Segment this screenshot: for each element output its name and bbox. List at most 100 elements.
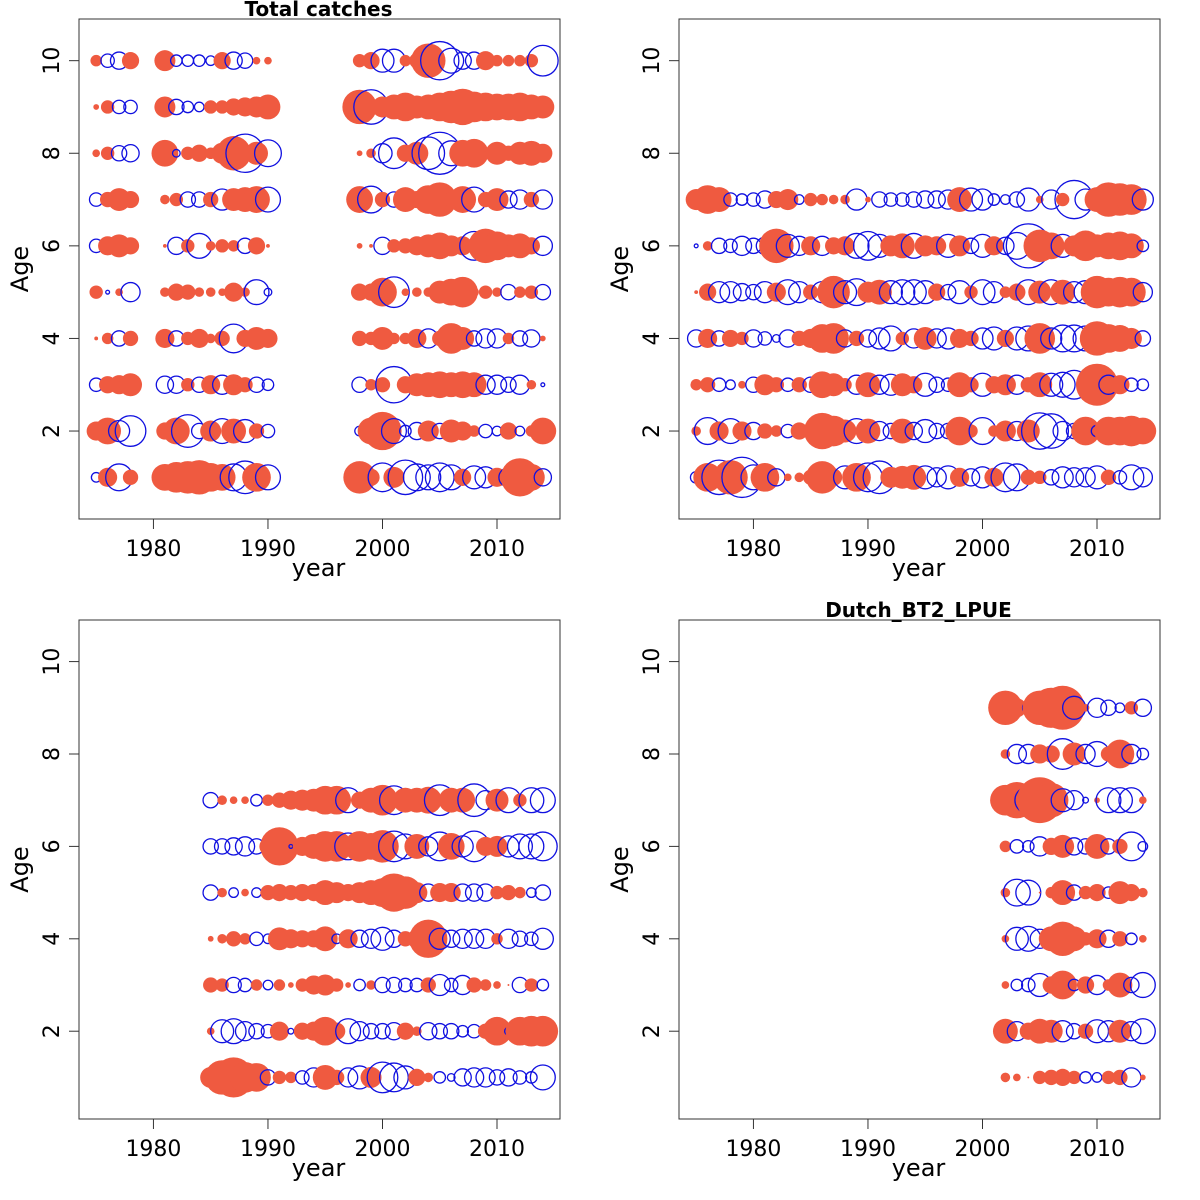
- bubble-positive: [121, 190, 140, 209]
- bubble-positive: [738, 380, 746, 389]
- bubble-negative: [926, 328, 947, 349]
- bubble-negative: [181, 100, 195, 114]
- bubble-negative: [475, 1067, 496, 1088]
- bubble-negative: [1133, 698, 1153, 718]
- bubble-negative: [351, 376, 368, 394]
- bubble-negative: [1124, 932, 1138, 946]
- bubble-positive: [409, 919, 448, 958]
- bubble-negative: [969, 279, 996, 306]
- bubble-negative: [1121, 1021, 1142, 1042]
- bubble-positive: [374, 191, 391, 208]
- bubble-negative: [869, 420, 890, 442]
- bubble-negative: [261, 378, 275, 392]
- bubble-positive: [475, 51, 496, 71]
- bubble-positive: [312, 1064, 338, 1090]
- x-tick-label: 1980: [125, 1137, 181, 1162]
- bubble-positive: [356, 242, 363, 249]
- bubble-positive: [693, 462, 722, 492]
- bubble-positive: [517, 463, 545, 491]
- bubble-negative: [202, 884, 220, 901]
- bubble-positive: [486, 835, 508, 857]
- bubble-positive: [1000, 887, 1011, 898]
- bubble-positive: [314, 974, 336, 996]
- bubble-negative: [725, 379, 736, 391]
- bubble-negative: [1006, 743, 1028, 765]
- bubble-negative: [224, 837, 243, 856]
- bubble-negative: [1079, 1071, 1092, 1084]
- bubble-positive: [783, 473, 792, 482]
- bubble-negative: [1121, 743, 1142, 765]
- bubble-positive: [1112, 1069, 1128, 1086]
- bubble-positive: [181, 146, 195, 160]
- bubble-negative: [224, 51, 243, 70]
- bubble-negative: [110, 144, 128, 162]
- bubble-negative: [1015, 879, 1042, 906]
- bubble-negative: [475, 328, 496, 349]
- bubble-negative: [499, 190, 518, 209]
- bubble-negative: [1063, 467, 1085, 488]
- bubble-positive: [383, 466, 405, 488]
- bubble-negative: [1129, 971, 1156, 999]
- bubble-negative: [428, 973, 451, 997]
- bubble-positive: [453, 421, 473, 441]
- bubble-positive: [1116, 184, 1147, 215]
- bubble-positive: [245, 141, 268, 165]
- bubble-positive: [490, 885, 504, 900]
- bubble-negative: [1020, 977, 1036, 993]
- bubble-positive: [524, 285, 539, 299]
- bubble-negative: [179, 191, 197, 208]
- bubble-positive: [950, 328, 970, 349]
- bubble-negative: [775, 233, 800, 258]
- bubble-negative: [262, 979, 274, 991]
- bubble-positive: [466, 977, 482, 993]
- bubble-positive: [533, 143, 553, 163]
- bubble-negative: [499, 1068, 518, 1087]
- bubble-positive: [803, 284, 819, 300]
- bubble-positive: [239, 933, 251, 945]
- bubble-negative: [254, 186, 282, 213]
- bubble-positive: [721, 329, 740, 348]
- bubble-negative: [374, 976, 391, 994]
- bubble-negative: [1112, 469, 1128, 485]
- bubble-positive: [272, 1070, 287, 1085]
- bubble-positive: [269, 1021, 289, 1041]
- bubble-negative: [441, 929, 461, 949]
- x-tick-label: 1990: [840, 1137, 896, 1162]
- bubble-positive: [1110, 375, 1130, 395]
- bubble-positive: [189, 328, 209, 349]
- bubble-positive: [691, 426, 701, 436]
- bubble-positive: [204, 100, 218, 114]
- bubble-negative: [534, 884, 552, 901]
- bubble-negative: [263, 287, 273, 297]
- bubble-negative: [731, 235, 753, 257]
- bubble-negative: [243, 279, 270, 306]
- x-axis-label: year: [292, 1154, 346, 1182]
- bubble-positive: [408, 1068, 426, 1087]
- bubble-positive: [1054, 1068, 1072, 1087]
- bubble-positive: [329, 978, 344, 992]
- bubble-positive: [523, 191, 540, 208]
- y-tick-label: 2: [640, 1024, 665, 1038]
- bubble-negative: [1123, 976, 1140, 994]
- bubble-negative: [971, 327, 994, 350]
- bubble-positive: [1071, 416, 1100, 446]
- bubble-positive: [366, 830, 399, 863]
- bubble-positive: [469, 287, 479, 297]
- bubble-positive: [840, 194, 850, 205]
- bubble-positive: [999, 840, 1012, 853]
- bubble-positive: [363, 411, 402, 451]
- bubble-positive: [264, 56, 272, 65]
- bubble-positive: [790, 422, 808, 440]
- bubble-positive: [1007, 698, 1027, 718]
- bubble-positive: [895, 331, 910, 346]
- bubble-negative: [1124, 377, 1139, 393]
- bubble-negative: [370, 926, 395, 951]
- bubble-negative: [155, 375, 175, 394]
- bubble-negative: [1004, 926, 1029, 951]
- y-axis-label: Age: [6, 846, 34, 892]
- bubble-positive: [240, 287, 250, 297]
- bubble-negative: [350, 929, 369, 949]
- y-tick-label: 6: [640, 239, 665, 253]
- x-axis-label: year: [292, 554, 346, 582]
- bubble-positive: [405, 141, 429, 165]
